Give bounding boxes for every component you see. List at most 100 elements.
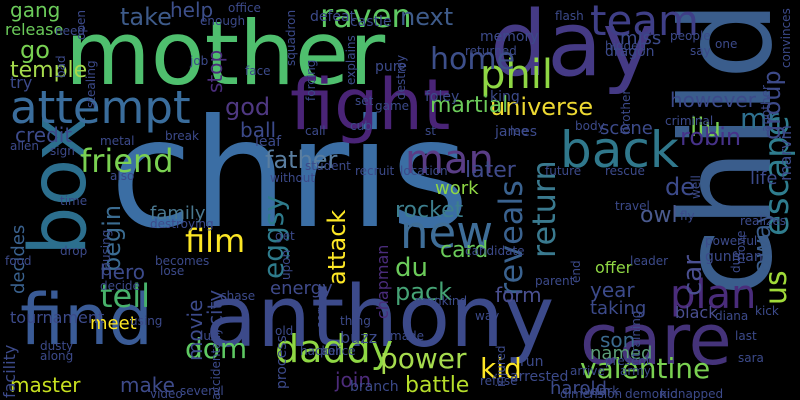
cloud-word: form: [495, 283, 542, 307]
cloud-word: liu: [690, 113, 721, 143]
cloud-word: metal: [100, 134, 135, 148]
cloud-word: location: [400, 164, 448, 178]
cloud-word: anthony: [205, 268, 555, 367]
cloud-word: returned: [465, 44, 517, 58]
cloud-word: decide: [100, 279, 140, 293]
cloud-word: body: [575, 119, 605, 133]
cloud-word: get: [275, 229, 295, 243]
cloud-word: mankind: [415, 294, 468, 308]
cloud-word: upon: [279, 249, 293, 280]
cloud-word: destroy: [394, 54, 408, 100]
cloud-word: say: [690, 44, 711, 58]
cloud-word: black: [675, 303, 718, 322]
cloud-word: diana: [715, 309, 749, 323]
cloud-word: credit: [15, 123, 73, 147]
cloud-word: another: [759, 85, 773, 132]
cloud-word: try: [10, 73, 33, 92]
cloud-word: dimension: [560, 387, 623, 400]
cloud-word: move: [734, 230, 748, 264]
cloud-word: time: [60, 194, 88, 208]
cloud-word: end: [569, 260, 583, 283]
cloud-word: powerful: [705, 234, 758, 248]
cloud-word: causing: [99, 229, 113, 276]
cloud-word: team: [590, 0, 699, 45]
cloud-word: defeat: [310, 9, 356, 25]
cloud-word: gang: [10, 0, 61, 22]
cloud-word: along: [40, 349, 74, 363]
cloud-word: parent: [535, 274, 575, 288]
cloud-word: taking: [590, 298, 647, 319]
cloud-word: life: [750, 168, 778, 189]
cloud-word: police: [320, 344, 356, 358]
cloud-word: accidentally: [209, 327, 223, 400]
cloud-word: last: [735, 329, 757, 343]
cloud-word: injured: [494, 345, 508, 387]
cloud-word: go: [20, 36, 50, 64]
cloud-word: face: [245, 64, 271, 78]
cloud-word: recruit: [355, 164, 395, 178]
cloud-word: dom: [185, 332, 248, 365]
cloud-word: chris: [110, 88, 470, 262]
cloud-word: rocket: [395, 198, 464, 223]
cloud-word: explains: [344, 35, 358, 85]
cloud-word: process: [274, 335, 290, 389]
cloud-word: allen: [10, 139, 40, 153]
cloud-word: training: [629, 310, 643, 358]
cloud-word: however: [670, 88, 756, 112]
cloud-word: master: [10, 373, 81, 397]
cloud-word: open: [74, 10, 88, 40]
cloud-word: set: [355, 94, 374, 108]
cloud-word: marvin: [776, 124, 795, 181]
cloud-word: one: [715, 37, 738, 51]
cloud-word: game: [375, 99, 410, 113]
cloud-word: harold: [550, 378, 607, 399]
cloud-word: care: [580, 299, 732, 381]
cloud-word: enough: [200, 14, 246, 28]
cloud-word: pack: [395, 278, 453, 306]
cloud-word: office: [228, 1, 261, 15]
cloud-word: gunman: [705, 249, 763, 265]
cloud-word: offer: [595, 258, 633, 277]
cloud-word: foley: [425, 89, 460, 105]
cloud-word: drop: [60, 244, 88, 258]
cloud-word: de: [665, 173, 695, 201]
cloud-word: demonic: [625, 387, 677, 400]
cloud-word: temple: [10, 58, 88, 83]
cloud-word: people: [670, 29, 711, 43]
cloud-word: film: [185, 222, 246, 260]
cloud-word: castle: [350, 14, 392, 30]
cloud-word: raven: [320, 0, 412, 35]
cloud-word: becomes: [155, 254, 210, 268]
cloud-word: luis: [200, 329, 221, 343]
cloud-word: brother: [619, 89, 633, 134]
cloud-word: family: [150, 203, 206, 224]
cloud-word: valentine: [580, 352, 711, 385]
cloud-word: james: [495, 124, 538, 140]
cloud-word: food: [5, 254, 32, 268]
cloud-word: hacker: [300, 344, 341, 358]
cloud-word: meet: [90, 313, 137, 334]
cloud-word: arrested: [510, 369, 569, 385]
cloud-word: tournament: [10, 308, 105, 327]
cloud-word: miss: [620, 28, 662, 49]
cloud-word: rescue: [605, 164, 645, 178]
cloud-word: find: [20, 279, 153, 361]
cloud-word: travel: [615, 199, 650, 213]
cloud-word: arrive: [570, 364, 605, 378]
cloud-word: work: [435, 178, 479, 199]
cloud-word: video: [150, 387, 183, 400]
cloud-word: forcing: [304, 59, 318, 101]
cloud-word: dusty: [40, 339, 74, 353]
cloud-word: flash: [555, 9, 584, 23]
cloud-word: martial: [430, 93, 509, 118]
cloud-word: thing: [340, 314, 371, 328]
cloud-word: break: [165, 129, 199, 143]
cloud-word: battle: [405, 373, 470, 398]
cloud-word: mother: [65, 2, 386, 105]
cloud-word: call: [305, 124, 326, 138]
cloud-word: convinces: [779, 8, 793, 68]
cloud-word: take: [120, 3, 172, 31]
cloud-word: leader: [630, 254, 669, 268]
cloud-word: son: [600, 328, 636, 352]
cloud-word: well: [689, 175, 703, 199]
